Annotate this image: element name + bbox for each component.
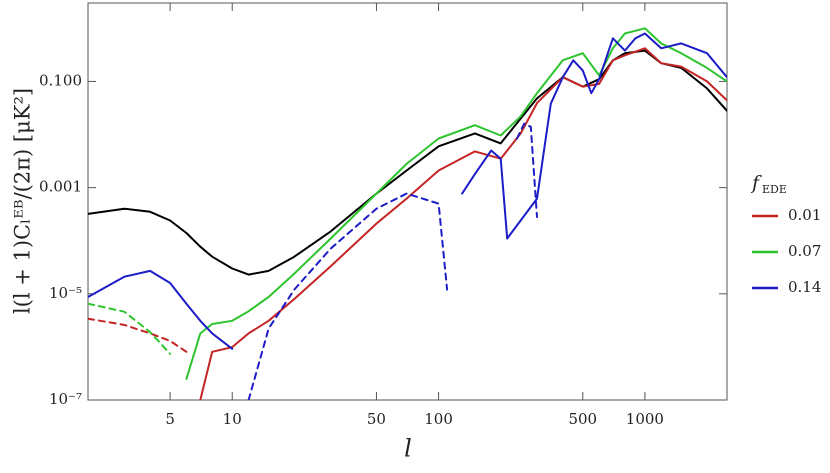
plot-area [88, 27, 727, 400]
y-tick-label: 0.001 [39, 178, 82, 196]
y-tick-label: 0.100 [39, 71, 82, 89]
line [88, 32, 727, 350]
legend-title: f [750, 172, 762, 194]
legend-title-sub: EDE [762, 183, 787, 196]
line [199, 47, 727, 400]
legend-label: 0.01 [788, 206, 821, 224]
plot-frame [87, 2, 728, 401]
x-tick-label: 10 [223, 410, 242, 428]
dashed-line [247, 122, 538, 400]
legend-label: 0.07 [788, 242, 821, 260]
legend-label: 0.14 [788, 278, 821, 296]
x-tick-label: 500 [568, 410, 597, 428]
line [185, 27, 727, 380]
x-tick-label: 50 [367, 410, 386, 428]
x-tick-label: 5 [165, 410, 175, 428]
y-tick-label: 10⁻⁵ [49, 284, 82, 302]
x-tick-label: 1000 [626, 410, 664, 428]
y-axis-label: l(l + 1)Cₗᴱᴮ/(2π) [μK²] [11, 88, 35, 314]
x-tick-label: 100 [424, 410, 453, 428]
dashed-line [88, 317, 188, 353]
x-axis-label: l [404, 435, 412, 463]
dashed-line [88, 302, 172, 355]
y-tick-label: 10⁻⁷ [49, 390, 82, 408]
